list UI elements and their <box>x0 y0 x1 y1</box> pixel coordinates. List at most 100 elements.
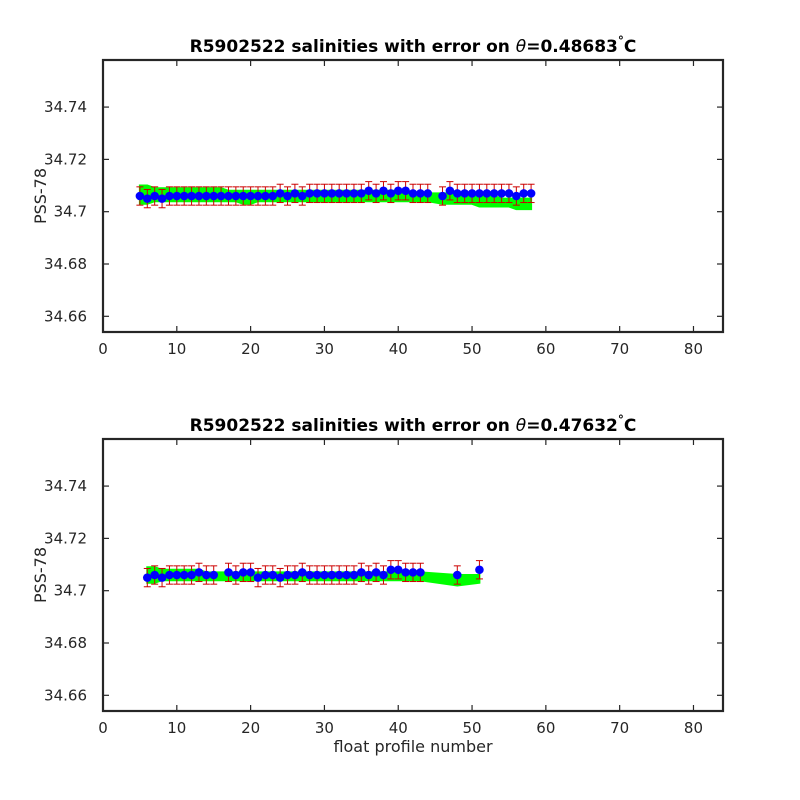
bottom-chart-point <box>312 570 322 580</box>
top-chart-xtick-label: 40 <box>389 340 408 358</box>
top-chart-point <box>334 189 344 198</box>
bottom-chart-point <box>349 570 359 580</box>
top-chart-point <box>379 186 388 196</box>
bottom-chart-point <box>320 570 329 580</box>
top-chart-point <box>238 191 248 201</box>
top-chart-point <box>135 191 145 201</box>
top-chart-point <box>231 191 241 201</box>
top-chart-xtick-label: 50 <box>463 340 482 358</box>
bottom-chart-point <box>172 570 182 580</box>
top-chart-point <box>268 191 278 201</box>
bottom-chart-point <box>179 570 189 580</box>
top-chart-point <box>179 191 189 201</box>
bottom-chart-ytick-label: 34.66 <box>44 686 87 704</box>
bottom-chart-point <box>253 573 263 582</box>
bottom-chart-point <box>194 568 204 577</box>
bottom-chart-point <box>290 570 300 580</box>
bottom-chart-point <box>268 570 278 580</box>
bottom-chart-point <box>297 568 307 577</box>
top-chart-point <box>312 189 322 198</box>
top-chart-point <box>423 189 433 198</box>
bottom-chart-ytick-label: 34.7 <box>54 582 87 600</box>
top-chart-point <box>275 189 285 198</box>
bottom-chart-ytick-label: 34.72 <box>44 529 87 547</box>
bottom-chart-point <box>408 568 418 577</box>
top-chart-point <box>357 189 366 198</box>
top-chart-band-layer <box>138 184 533 211</box>
top-chart-point <box>416 189 425 198</box>
top-chart-xtick-label: 0 <box>98 340 108 358</box>
bottom-chart-point <box>246 568 255 577</box>
top-chart-point <box>482 189 492 198</box>
top-chart-points-layer <box>135 186 536 203</box>
top-chart-axes-box <box>101 58 725 334</box>
bottom-chart-point <box>157 573 167 582</box>
top-chart-point <box>283 191 292 201</box>
top-chart-point <box>438 191 447 201</box>
top-chart-ytick-label: 34.66 <box>44 307 87 325</box>
bottom-chart-point <box>452 570 462 580</box>
top-chart-point <box>349 189 359 198</box>
top-chart-xtick-label: 10 <box>167 340 186 358</box>
bottom-chart-ytick-label: 34.68 <box>44 634 87 652</box>
top-chart-point <box>150 191 159 201</box>
top-chart-point <box>512 191 521 201</box>
top-chart-point <box>327 189 337 198</box>
bottom-chart-ticks-layer: 0 10 20 30 40 50 60 70 80 34.66 34.68 34.7 34.72 34.7… <box>44 439 723 737</box>
top-chart-xtick-label: 80 <box>684 340 703 358</box>
bottom-chart-point <box>202 570 211 580</box>
bottom-chart-points-layer <box>142 565 484 582</box>
bottom-chart-point <box>165 570 174 580</box>
top-chart-point <box>452 189 462 198</box>
top-chart-point <box>305 189 314 198</box>
bottom-chart-point <box>475 565 484 575</box>
bottom-chart-xtick-label: 20 <box>241 719 260 737</box>
top-chart-ylabel: PSS-78 <box>31 168 50 224</box>
top-chart-ytick-label: 34.7 <box>54 203 87 221</box>
top-chart-band <box>138 184 533 211</box>
bottom-chart-point <box>305 570 314 580</box>
top-chart-point <box>224 191 233 201</box>
top-chart-xtick-label: 20 <box>241 340 260 358</box>
bottom-chart-point <box>231 570 241 580</box>
top-chart-point <box>519 189 529 198</box>
top-chart-point <box>489 189 499 198</box>
bottom-chart-title: R5902522 salinities with error on θ=0.47… <box>190 413 637 436</box>
top-chart-point <box>209 191 219 201</box>
top-chart-xtick-label: 30 <box>315 340 334 358</box>
top-chart-point <box>393 186 403 196</box>
top-chart-point <box>401 186 410 196</box>
bottom-chart-point <box>327 570 337 580</box>
bottom-chart-ytick-label: 34.74 <box>44 477 87 495</box>
bottom-chart-point <box>142 573 152 582</box>
top-chart-point <box>253 191 263 201</box>
bottom-chart-point <box>238 568 248 577</box>
bottom-chart-point <box>209 570 219 580</box>
bottom-chart: R5902522 salinities with error on θ=0.47… <box>31 413 725 756</box>
bottom-chart-xtick-label: 60 <box>536 719 555 737</box>
bottom-chart-ylabel: PSS-78 <box>31 547 50 603</box>
top-chart-ticks-layer: 0 10 20 30 40 50 60 70 80 34.66 34.68 34.7 34.72 34.7… <box>44 60 723 358</box>
bottom-chart-xlabel: float profile number <box>333 737 493 756</box>
bottom-chart-xtick-label: 80 <box>684 719 703 737</box>
top-chart-point <box>364 186 374 196</box>
bottom-chart-xtick-label: 10 <box>167 719 186 737</box>
top-chart-xtick-label: 70 <box>610 340 629 358</box>
top-chart-point <box>320 189 329 198</box>
bottom-chart-point <box>364 570 374 580</box>
top-chart-title: R5902522 salinities with error on θ=0.48… <box>190 34 637 57</box>
top-chart-point <box>371 189 381 198</box>
bottom-chart-point <box>224 568 233 577</box>
top-chart-point <box>386 189 396 198</box>
bottom-chart-point <box>187 570 196 580</box>
bottom-chart-axes-box <box>101 437 725 713</box>
top-chart-point <box>460 189 469 198</box>
top-chart-point <box>467 189 477 198</box>
top-chart-point <box>194 191 204 201</box>
bottom-chart-xtick-label: 0 <box>98 719 108 737</box>
top-chart-point <box>157 194 167 203</box>
bottom-chart-point <box>386 565 396 575</box>
bottom-chart-point <box>357 568 366 577</box>
